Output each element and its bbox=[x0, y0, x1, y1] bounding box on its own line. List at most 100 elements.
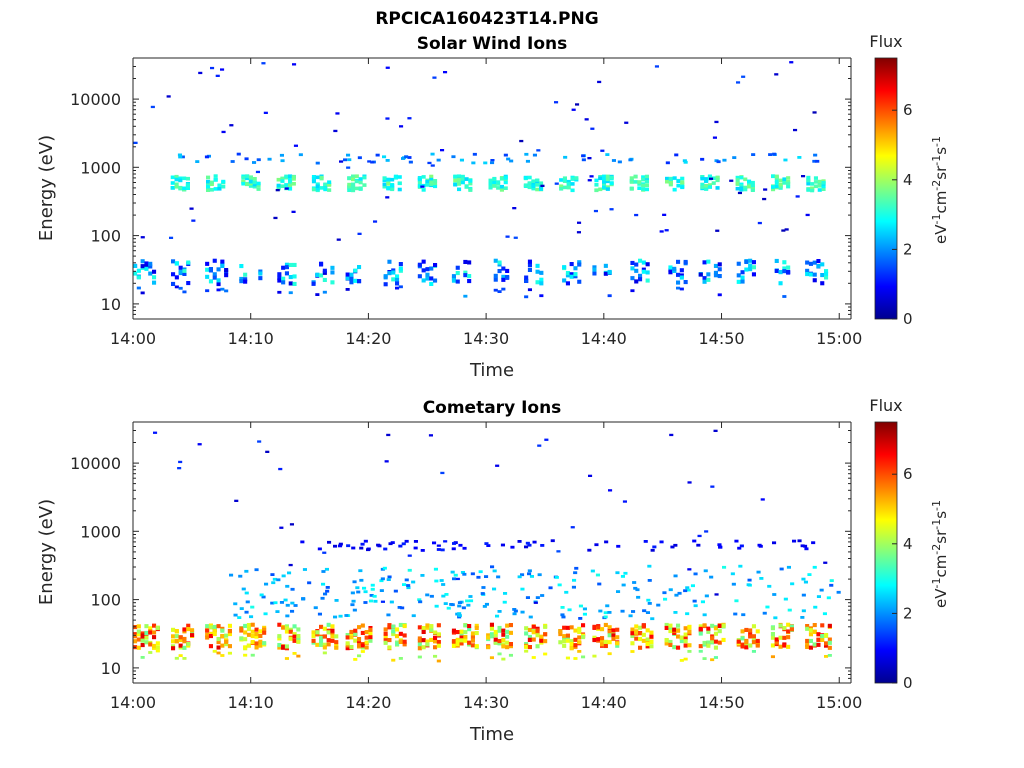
flux-cell bbox=[408, 160, 413, 164]
flux-cell bbox=[190, 628, 195, 633]
flux-cell bbox=[321, 582, 326, 586]
flux-cell bbox=[731, 582, 736, 586]
flux-cell bbox=[774, 258, 779, 263]
flux-cell bbox=[635, 588, 640, 592]
flux-cell bbox=[525, 541, 530, 545]
flux-cell bbox=[468, 181, 473, 186]
flux-cell bbox=[605, 604, 610, 608]
flux-cell bbox=[451, 276, 456, 281]
flux-cell bbox=[353, 268, 358, 273]
flux-cell bbox=[496, 180, 501, 184]
flux-cell bbox=[197, 443, 202, 446]
flux-cell bbox=[704, 177, 709, 181]
flux-cell bbox=[600, 639, 605, 644]
flux-cell bbox=[288, 291, 293, 295]
flux-cell bbox=[474, 625, 479, 630]
flux-cell bbox=[739, 175, 744, 180]
flux-cell bbox=[770, 626, 775, 631]
flux-cell bbox=[570, 177, 575, 181]
flux-cell bbox=[280, 176, 285, 181]
flux-cell bbox=[717, 629, 722, 634]
flux-cell bbox=[702, 623, 707, 628]
flux-cell bbox=[432, 541, 437, 545]
flux-cell bbox=[748, 634, 753, 639]
flux-cell bbox=[505, 629, 510, 634]
flux-cell bbox=[463, 273, 468, 278]
colorbar-tick-label: 4 bbox=[903, 171, 913, 189]
flux-cell bbox=[817, 179, 822, 184]
flux-cell bbox=[782, 643, 787, 648]
flux-cell bbox=[398, 639, 403, 644]
flux-cell bbox=[455, 577, 460, 581]
flux-cell bbox=[357, 625, 362, 630]
flux-cell bbox=[468, 188, 473, 192]
flux-cell bbox=[351, 188, 356, 193]
flux-cell bbox=[816, 637, 821, 642]
flux-cell bbox=[646, 598, 651, 602]
flux-cell bbox=[597, 582, 602, 586]
flux-cell bbox=[395, 627, 400, 632]
flux-cell bbox=[668, 182, 673, 187]
flux-cell bbox=[751, 650, 756, 653]
flux-cell bbox=[258, 639, 263, 644]
flux-cell bbox=[281, 276, 286, 281]
flux-cell bbox=[598, 187, 603, 192]
flux-cell bbox=[254, 568, 259, 572]
flux-cell bbox=[647, 579, 652, 582]
flux-cell bbox=[358, 177, 363, 181]
flux-cell bbox=[292, 262, 297, 267]
flux-cell bbox=[429, 276, 434, 281]
flux-cell bbox=[351, 546, 356, 550]
flux-cell bbox=[407, 554, 412, 557]
flux-cell bbox=[166, 95, 171, 98]
flux-cell bbox=[821, 181, 826, 185]
flux-cell bbox=[592, 265, 597, 270]
flux-cell bbox=[288, 183, 293, 188]
flux-cell bbox=[288, 178, 293, 182]
flux-cell bbox=[634, 262, 639, 267]
flux-cell bbox=[503, 186, 508, 190]
flux-cell bbox=[748, 643, 753, 648]
flux-cell bbox=[827, 623, 832, 628]
flux-cell bbox=[706, 640, 711, 645]
flux-cell bbox=[388, 542, 393, 546]
flux-cell bbox=[710, 639, 715, 644]
flux-cell bbox=[425, 642, 430, 647]
flux-cell bbox=[256, 158, 261, 162]
flux-cell bbox=[676, 623, 681, 628]
flux-cell bbox=[140, 264, 145, 269]
y-tick-label: 1000 bbox=[80, 158, 121, 177]
flux-cell bbox=[277, 275, 282, 280]
flux-cell bbox=[330, 638, 335, 643]
flux-cell bbox=[497, 290, 502, 293]
flux-cell bbox=[470, 634, 475, 639]
flux-cell bbox=[315, 272, 320, 277]
flux-cell bbox=[562, 643, 567, 648]
flux-cell bbox=[357, 232, 362, 235]
flux-cell bbox=[421, 259, 426, 264]
flux-cell bbox=[433, 263, 438, 268]
flux-cell bbox=[773, 616, 778, 620]
flux-cell bbox=[644, 179, 649, 184]
flux-cell bbox=[401, 542, 406, 546]
flux-cell bbox=[230, 160, 235, 163]
flux-cell bbox=[345, 272, 350, 277]
flux-cell bbox=[634, 279, 639, 284]
flux-cell bbox=[786, 184, 791, 189]
flux-cell bbox=[486, 544, 491, 547]
flux-cell bbox=[185, 176, 190, 181]
flux-cell bbox=[638, 277, 643, 282]
flux-cell bbox=[330, 265, 335, 270]
flux-cell bbox=[433, 630, 438, 635]
flux-cell bbox=[330, 280, 335, 285]
flux-cell bbox=[212, 272, 217, 277]
flux-cell bbox=[407, 156, 412, 159]
flux-cell bbox=[347, 182, 352, 187]
flux-cell bbox=[352, 608, 357, 612]
flux-cell bbox=[323, 182, 328, 187]
flux-cell bbox=[792, 539, 797, 543]
flux-cell bbox=[451, 278, 456, 283]
flux-cell bbox=[715, 175, 720, 180]
flux-cell bbox=[171, 272, 176, 277]
flux-cell bbox=[421, 278, 426, 283]
